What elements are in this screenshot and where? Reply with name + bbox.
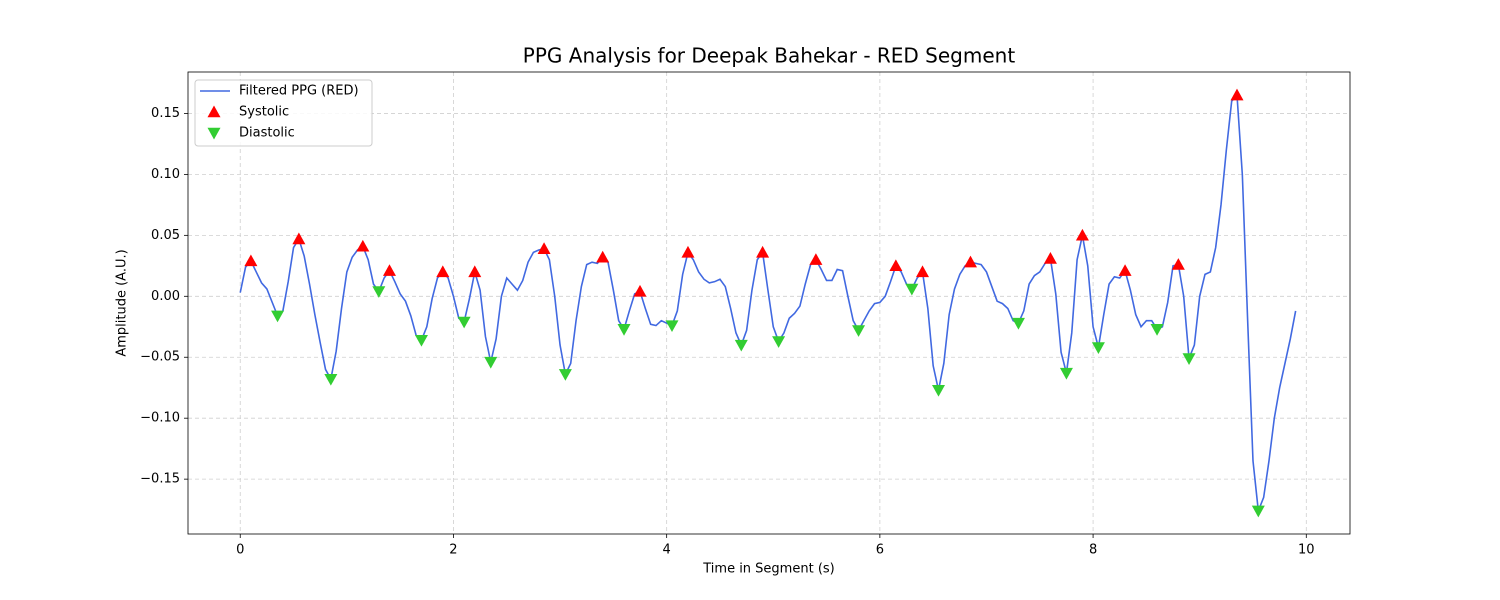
diastolic-marker xyxy=(414,334,428,347)
systolic-marker xyxy=(1075,228,1089,241)
systolic-marker xyxy=(356,239,370,252)
x-tick-label: 8 xyxy=(1089,543,1097,558)
chart-title: PPG Analysis for Deepak Bahekar - RED Se… xyxy=(523,44,1016,68)
systolic-marker xyxy=(756,245,770,258)
systolic-marker xyxy=(889,259,903,272)
systolic-marker xyxy=(633,284,647,297)
y-tick-label: −0.05 xyxy=(140,350,180,365)
diastolic-marker xyxy=(1091,342,1105,354)
y-tick-label: 0.10 xyxy=(151,167,180,182)
legend-label: Filtered PPG (RED) xyxy=(239,84,359,99)
x-tick-label: 6 xyxy=(876,543,884,558)
systolic-marker xyxy=(1043,252,1057,264)
systolic-marker xyxy=(537,242,551,254)
legend-swatch xyxy=(207,105,221,118)
systolic-marker xyxy=(916,265,930,278)
systolic-marker xyxy=(436,265,450,278)
diastolic-marker xyxy=(932,384,946,397)
diastolic-marker xyxy=(1182,353,1196,365)
y-tick-label: −0.15 xyxy=(140,472,180,487)
y-tick-label: 0.15 xyxy=(151,106,180,121)
systolic-marker xyxy=(963,255,977,268)
ppg-line xyxy=(239,93,1297,512)
y-axis-label: Amplitude (A.U.) xyxy=(115,249,130,356)
systolic-marker xyxy=(1118,264,1132,276)
plot-frame xyxy=(187,71,1351,535)
y-tick-label: −0.10 xyxy=(140,411,180,426)
diastolic-marker xyxy=(772,336,786,348)
diastolic-marker xyxy=(665,320,679,333)
diastolic-marker xyxy=(372,286,386,298)
systolic-marker xyxy=(1171,258,1185,270)
x-tick-label: 4 xyxy=(663,543,671,558)
systolic-marker xyxy=(809,253,823,265)
diastolic-marker xyxy=(1251,505,1265,518)
legend-box xyxy=(194,79,373,147)
diastolic-marker xyxy=(484,356,498,369)
x-tick-label: 10 xyxy=(1298,543,1315,558)
legend-swatch xyxy=(207,127,221,140)
systolic-marker xyxy=(1230,88,1244,101)
diastolic-marker xyxy=(457,316,471,329)
diastolic-marker xyxy=(1059,367,1073,380)
systolic-marker xyxy=(382,264,396,276)
x-axis-label: Time in Segment (s) xyxy=(702,562,834,577)
diastolic-marker xyxy=(558,369,572,381)
diastolic-marker xyxy=(1150,324,1164,336)
y-tick-label: 0.00 xyxy=(151,289,180,304)
legend: Filtered PPG (RED) Systolic Diastolic xyxy=(194,79,373,147)
diastolic-marker xyxy=(734,339,748,352)
diastolic-marker xyxy=(852,325,866,337)
systolic-marker xyxy=(596,250,610,263)
legend-label: Systolic xyxy=(239,105,289,120)
systolic-marker xyxy=(292,232,306,245)
diastolic-marker xyxy=(324,373,338,386)
x-tick-label: 2 xyxy=(449,543,457,558)
diastolic-marker xyxy=(617,324,631,336)
diastolic-marker xyxy=(1011,317,1025,330)
systolic-marker xyxy=(244,254,258,267)
systolic-marker xyxy=(681,245,695,258)
systolic-marker xyxy=(468,265,482,278)
y-tick-label: 0.05 xyxy=(151,228,180,243)
diastolic-marker xyxy=(905,283,919,296)
legend-label: Diastolic xyxy=(239,126,295,141)
x-tick-label: 0 xyxy=(236,543,244,558)
diastolic-marker xyxy=(271,310,285,323)
